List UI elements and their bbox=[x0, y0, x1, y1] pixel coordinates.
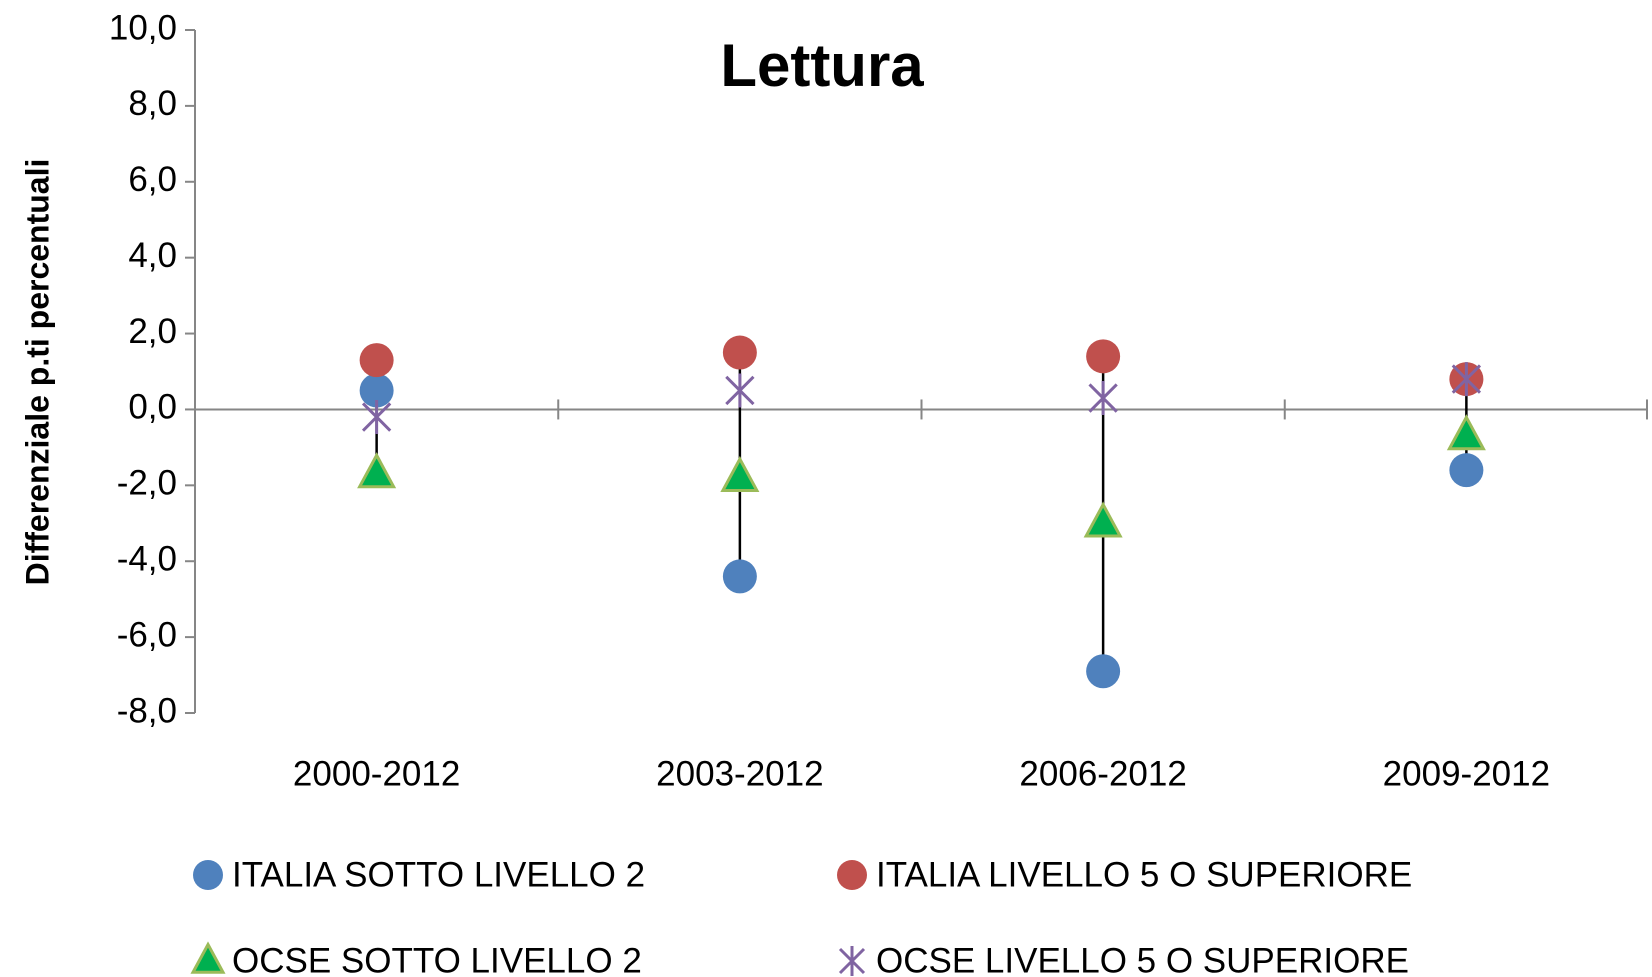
point bbox=[1086, 339, 1121, 374]
point bbox=[1451, 362, 1482, 397]
point bbox=[357, 452, 397, 489]
point bbox=[361, 400, 392, 435]
x-tick-label: 2000-2012 bbox=[293, 754, 460, 793]
y-tick-label: 2,0 bbox=[128, 312, 177, 351]
legend-marker bbox=[838, 946, 866, 976]
legend-marker bbox=[190, 941, 226, 974]
point bbox=[725, 373, 755, 408]
point bbox=[722, 559, 757, 594]
y-tick-label: -6,0 bbox=[117, 615, 177, 654]
y-tick-label: 10,0 bbox=[109, 8, 177, 47]
x-tick-label: 2006-2012 bbox=[1019, 754, 1186, 793]
point bbox=[1088, 381, 1118, 416]
y-tick-label: 6,0 bbox=[128, 160, 177, 199]
y-tick-label: 0,0 bbox=[128, 388, 177, 427]
y-tick-label: -8,0 bbox=[117, 691, 177, 730]
point bbox=[1086, 654, 1121, 689]
x-tick-label: 2003-2012 bbox=[656, 754, 823, 793]
point bbox=[720, 455, 760, 492]
point bbox=[359, 343, 394, 378]
legend-label: OCSE LIVELLO 5 O SUPERIORE bbox=[876, 941, 1409, 977]
y-axis-title: Differenziale p.ti percentuali bbox=[19, 159, 55, 586]
legend-label: ITALIA SOTTO LIVELLO 2 bbox=[232, 855, 645, 894]
point bbox=[1083, 501, 1123, 538]
chart-title: Lettura bbox=[720, 32, 924, 99]
legend-marker bbox=[837, 860, 867, 890]
y-tick-label: 4,0 bbox=[128, 236, 177, 275]
legend-label: ITALIA LIVELLO 5 O SUPERIORE bbox=[876, 855, 1412, 894]
legend-label: OCSE SOTTO LIVELLO 2 bbox=[232, 941, 642, 977]
y-tick-label: -2,0 bbox=[117, 464, 177, 503]
x-tick-label: 2009-2012 bbox=[1383, 754, 1550, 793]
y-tick-label: 8,0 bbox=[128, 84, 177, 123]
legend-marker bbox=[193, 860, 223, 890]
point bbox=[1449, 453, 1484, 488]
point bbox=[1446, 414, 1486, 451]
point bbox=[359, 373, 394, 408]
point bbox=[722, 335, 757, 370]
y-tick-label: -4,0 bbox=[117, 539, 177, 578]
